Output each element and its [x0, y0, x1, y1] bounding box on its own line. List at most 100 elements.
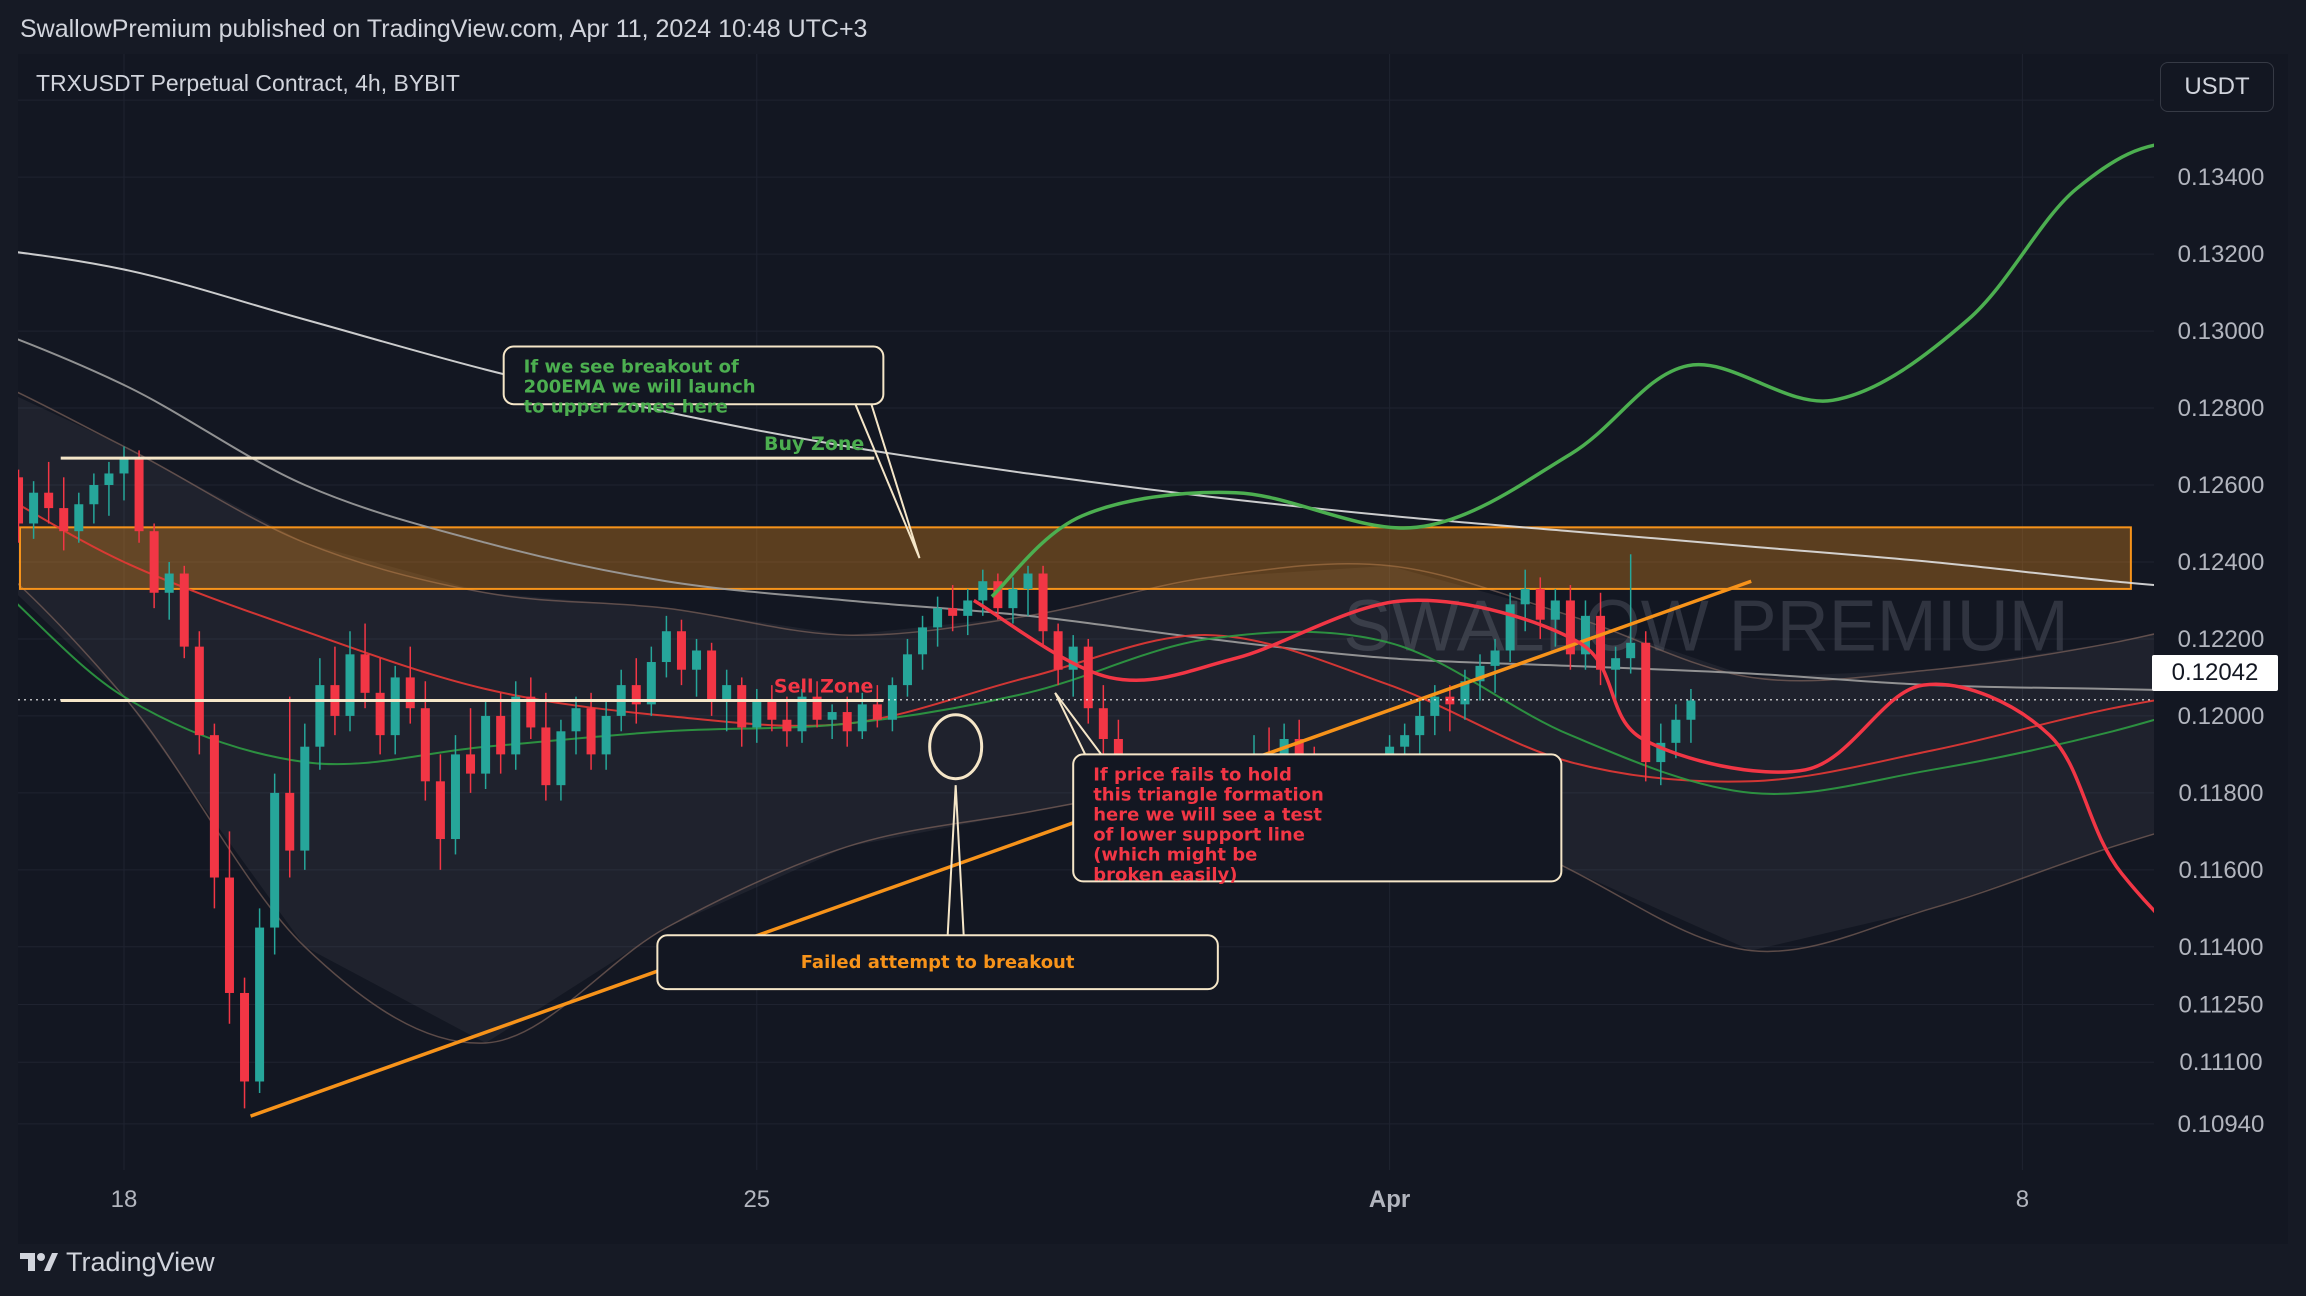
chart-pane[interactable]: [18, 54, 2288, 1244]
candle: [345, 631, 355, 732]
candle-body: [194, 646, 204, 736]
candle-body: [872, 704, 882, 720]
currency-button[interactable]: USDT: [2160, 62, 2274, 112]
tradingview-brand: TradingView: [66, 1246, 215, 1277]
candle-body: [722, 685, 732, 701]
candle: [44, 461, 54, 524]
candle: [496, 692, 506, 774]
candle-body: [1445, 696, 1455, 705]
bullish-projection-path: [990, 143, 2154, 598]
candle-body: [1686, 700, 1696, 720]
candle-body: [1535, 588, 1545, 620]
candle-body: [1294, 738, 1304, 759]
candle: [918, 615, 928, 670]
candle-body: [993, 581, 1003, 609]
candle-body: [104, 473, 114, 486]
time-axis: 1825Apr8152215:00May6: [111, 1186, 2029, 1213]
candle: [631, 658, 641, 724]
candle-body: [375, 692, 385, 736]
candle: [1445, 685, 1455, 732]
price-tick-label: 0.10940: [2178, 1111, 2265, 1138]
callout-text-line: If price fails to hold: [1093, 764, 1292, 785]
tradingview-logo[interactable]: TradingView: [20, 1247, 215, 1277]
level-label: Sell Zone: [774, 676, 873, 698]
candle-body: [1520, 588, 1530, 605]
candle: [134, 450, 144, 543]
candle-body: [1038, 573, 1048, 632]
candle: [586, 692, 596, 770]
candle-body: [209, 735, 219, 878]
candle: [1415, 700, 1425, 755]
candle-body: [164, 573, 174, 593]
candle-body: [0, 454, 8, 477]
price-tick-label: 0.12200: [2178, 626, 2265, 653]
candle-body: [1611, 658, 1621, 670]
candle: [1641, 631, 1651, 782]
candle-body: [44, 492, 54, 509]
price-tick-label: 0.11800: [2179, 780, 2264, 807]
candle: [842, 696, 852, 747]
candle: [481, 700, 491, 790]
candle-body: [948, 608, 958, 616]
level-label: Buy Zone: [764, 433, 864, 455]
candle-body: [179, 573, 189, 647]
price-tick-label: 0.13200: [2178, 241, 2265, 268]
candle: [1611, 646, 1621, 701]
candle-body: [812, 696, 822, 720]
candle-body: [963, 600, 973, 616]
candle-body: [556, 731, 566, 786]
candle-body: [1596, 615, 1606, 670]
price-tick-label: 0.11100: [2179, 1049, 2262, 1076]
candle-body: [18, 477, 24, 524]
candle: [1596, 592, 1606, 686]
candle-body: [74, 504, 84, 532]
candle-body: [1068, 646, 1078, 670]
candle: [737, 677, 747, 747]
time-tick-label: 18: [111, 1186, 138, 1213]
candle: [74, 492, 84, 543]
candle: [59, 477, 69, 551]
callout-text-line: this triangle formation: [1093, 784, 1324, 805]
candle: [948, 585, 958, 632]
candle: [571, 696, 581, 755]
candle-body: [601, 715, 611, 755]
candle-body: [767, 700, 777, 720]
candle-body: [29, 492, 39, 524]
price-tick-label: 0.11400: [2179, 934, 2264, 961]
candle-body: [1053, 631, 1063, 670]
candle: [902, 638, 912, 697]
candle-body: [857, 704, 867, 732]
candle: [300, 723, 310, 870]
candle: [29, 481, 39, 539]
candle: [676, 619, 686, 686]
candle: [1490, 638, 1500, 693]
candle-body: [631, 685, 641, 705]
buy-zone-level: Buy Zone: [60, 433, 875, 460]
candle-body: [134, 458, 144, 532]
candle: [194, 631, 204, 755]
candle: [1083, 638, 1093, 724]
candle: [375, 658, 385, 755]
candle: [270, 773, 280, 955]
candle-body: [224, 877, 234, 993]
callout-text-line: to upper zones here: [524, 396, 728, 417]
candle: [767, 685, 777, 732]
candle-body: [526, 696, 536, 728]
candle-body: [902, 654, 912, 686]
candle: [18, 469, 24, 543]
callout-pointer: [1054, 692, 1103, 755]
candle-body: [1023, 573, 1033, 589]
callout-text-line: Failed attempt to breakout: [801, 952, 1075, 973]
candle-body: [285, 792, 295, 851]
candle-body: [586, 708, 596, 755]
candle: [390, 665, 400, 755]
candle: [692, 638, 702, 697]
candle: [812, 681, 822, 728]
candle: [601, 700, 611, 770]
candle: [104, 461, 114, 516]
price-tick-label: 0.12000: [2178, 703, 2265, 730]
moving-average-line-4: [18, 603, 2154, 795]
callout-text-line: here we will see a test: [1093, 804, 1322, 825]
